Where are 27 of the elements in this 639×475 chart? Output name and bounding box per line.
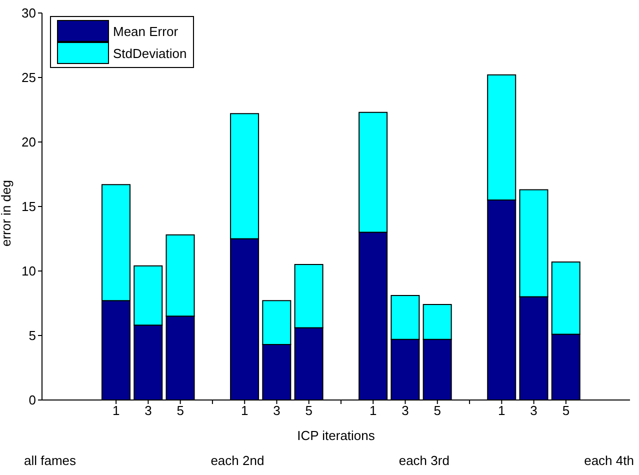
x-tick-label: 1 [112,403,120,418]
y-tick-label: 30 [22,6,36,21]
legend-label: Mean Error [113,24,178,38]
x-axis-title: ICP iterations [297,428,376,443]
legend-label: StdDeviation [113,46,187,60]
text: all fames [24,453,76,468]
text: each 3rd [398,453,450,468]
y-tick-label: 25 [22,70,36,86]
text: each 2nd [210,453,264,468]
y-tick-label: 5 [28,328,36,344]
x-tick-label: 3 [530,403,538,418]
x-tick-label: 5 [176,403,184,418]
text: each 4th [584,453,634,468]
x-tick-label: 1 [370,403,377,418]
x-tick-label: 1 [498,403,506,418]
x-tick-label: 5 [562,403,570,418]
x-tick-label: 5 [305,403,312,418]
y-tick-label: 10 [22,264,36,279]
y-tick-label: 20 [22,134,36,150]
x-tick-label: 1 [240,403,248,418]
x-tick-label: 3 [273,403,280,418]
y-tick-label: 0 [28,392,36,408]
x-tick-label: 3 [144,403,152,418]
x-tick-label: 3 [402,403,409,418]
y-axis-title: error in deg [0,180,14,246]
x-tick-label: 5 [434,403,442,418]
y-tick-label: 15 [22,199,36,214]
